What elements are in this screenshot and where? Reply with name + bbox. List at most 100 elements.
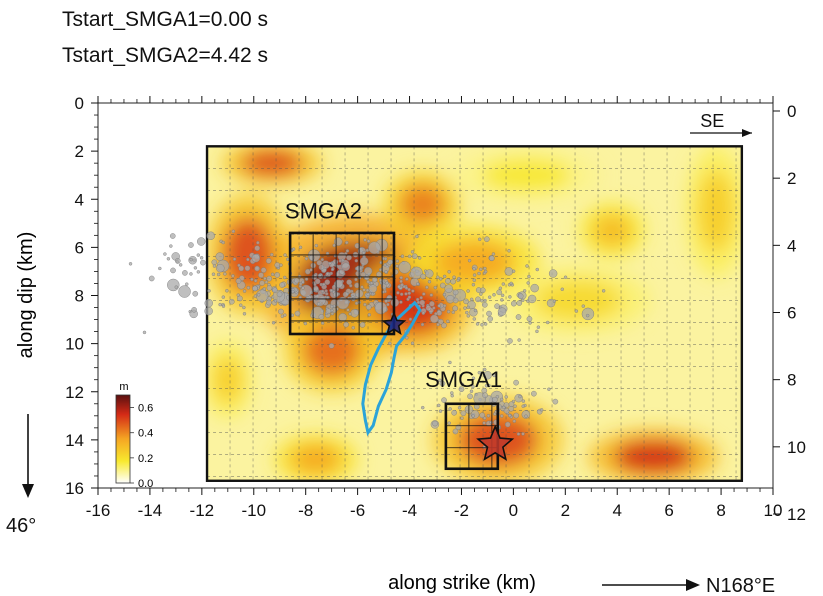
aftershock: [419, 296, 423, 300]
aftershock: [314, 243, 318, 248]
aftershock: [325, 292, 329, 296]
aftershock: [148, 275, 155, 282]
aftershock: [511, 269, 516, 273]
aftershock: [494, 303, 500, 309]
aftershock: [472, 273, 477, 277]
x-tick-label: -8: [298, 501, 313, 520]
aftershock: [170, 267, 176, 274]
aftershock: [399, 276, 403, 280]
colorbar-tick-label: 0.2: [138, 453, 153, 465]
aftershock: [483, 367, 487, 372]
aftershock: [204, 306, 213, 316]
aftershock: [330, 304, 334, 309]
aftershock: [430, 314, 439, 324]
aftershock: [539, 408, 544, 412]
aftershock: [283, 253, 287, 257]
aftershock: [581, 304, 586, 308]
aftershock: [535, 267, 539, 272]
aftershock: [242, 312, 247, 316]
y-tick-label: 12: [65, 383, 84, 402]
aftershock: [253, 279, 258, 283]
aftershock: [318, 314, 325, 320]
aftershock: [212, 264, 217, 268]
aftershock: [348, 312, 352, 316]
aftershock: [527, 294, 537, 304]
aftershock: [477, 271, 481, 276]
aftershock: [216, 272, 221, 277]
aftershock: [480, 287, 486, 294]
aftershock: [346, 308, 350, 312]
aftershock: [420, 273, 426, 280]
aftershock: [407, 254, 412, 259]
aftershock: [342, 291, 349, 298]
aftershock: [432, 420, 438, 427]
aftershock: [274, 262, 281, 268]
aftershock: [512, 419, 516, 423]
aftershock: [463, 298, 469, 305]
aftershock: [231, 229, 236, 234]
aftershock: [457, 406, 462, 410]
annotation-smga1: SMGA1: [425, 367, 502, 392]
aftershock: [197, 237, 206, 246]
aftershock: [483, 371, 492, 380]
aftershock: [451, 310, 455, 314]
aftershock: [531, 390, 537, 397]
colorbar: m 0.0 0.2 0.4 0.6: [115, 381, 153, 490]
y-tick-label: 4: [75, 190, 84, 209]
aftershock: [517, 338, 521, 342]
aftershock: [483, 269, 488, 274]
aftershock: [482, 392, 488, 399]
aftershock: [444, 284, 453, 293]
aftershock: [360, 271, 367, 278]
aftershock: [207, 289, 211, 293]
aftershock: [427, 280, 432, 284]
x-tick-label: 6: [664, 501, 673, 520]
aftershock: [256, 293, 261, 297]
aftershock: [384, 270, 388, 274]
aftershock: [504, 395, 508, 399]
aftershock: [276, 291, 283, 298]
aftershock: [560, 287, 564, 291]
aftershock: [521, 399, 526, 403]
aftershock: [510, 300, 517, 307]
aftershock: [396, 291, 400, 295]
aftershock: [386, 302, 390, 307]
aftershock: [316, 302, 321, 306]
aftershock: [256, 241, 260, 245]
aftershock: [228, 298, 235, 305]
x-tick-label: -6: [350, 501, 365, 520]
aftershock: [438, 409, 443, 413]
aftershock: [204, 298, 213, 308]
aftershock: [410, 250, 415, 254]
aftershock: [522, 289, 527, 293]
aftershock: [196, 253, 201, 257]
y-tick-label: 8: [75, 287, 84, 306]
aftershock: [359, 322, 366, 328]
aftershock: [452, 297, 459, 304]
aftershock: [408, 317, 413, 321]
aftershock: [239, 303, 243, 307]
aftershock: [450, 391, 454, 395]
aftershock: [521, 298, 525, 303]
aftershock: [174, 258, 181, 264]
aftershock: [436, 310, 443, 316]
aftershock: [515, 314, 522, 320]
aftershock: [489, 255, 495, 262]
aftershock: [189, 257, 193, 262]
aftershock: [167, 278, 180, 292]
aftershock: [271, 321, 276, 325]
aftershock: [374, 301, 388, 315]
aftershock: [293, 277, 300, 284]
aftershock: [508, 295, 512, 299]
aftershock: [492, 396, 498, 403]
aftershock: [491, 252, 496, 256]
aftershock: [254, 265, 260, 272]
aftershock: [463, 306, 467, 310]
aftershock: [191, 306, 197, 313]
aftershock: [343, 321, 349, 328]
aftershock: [518, 394, 522, 399]
aftershock: [471, 384, 475, 389]
x-tick-label: 0: [509, 501, 518, 520]
aftershock: [482, 421, 486, 425]
